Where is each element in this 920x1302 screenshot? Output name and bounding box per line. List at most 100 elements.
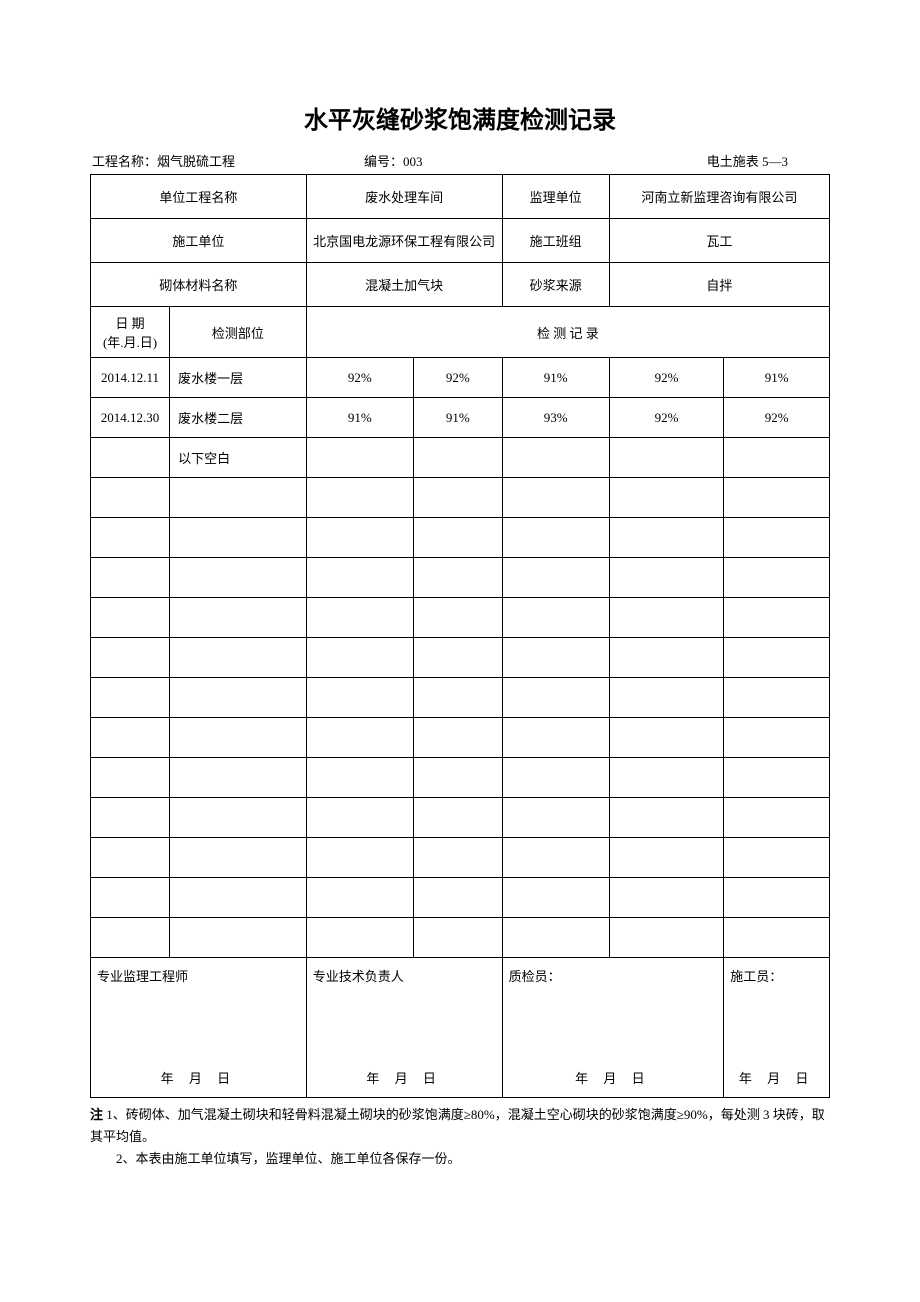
empty-cell (91, 518, 170, 558)
location-cell: 废水楼一层 (170, 358, 307, 398)
empty-cell (170, 838, 307, 878)
empty-cell (306, 758, 413, 798)
value-cell: 92% (609, 398, 724, 438)
empty-cell (413, 478, 502, 518)
empty-cell (413, 878, 502, 918)
empty-cell (91, 758, 170, 798)
empty-cell (413, 558, 502, 598)
value-cell: 92% (306, 358, 413, 398)
col-location: 检测部位 (170, 307, 307, 358)
value-cell (502, 438, 609, 478)
empty-cell (609, 598, 724, 638)
empty-cell (724, 518, 830, 558)
team-label: 施工班组 (502, 219, 609, 263)
sig-date-3: 年 月 日 (509, 1068, 718, 1089)
empty-cell (724, 758, 830, 798)
main-table: 单位工程名称 废水处理车间 监理单位 河南立新监理咨询有限公司 施工单位 北京国… (90, 174, 830, 1098)
table-row (91, 478, 830, 518)
date-cell: 2014.12.30 (91, 398, 170, 438)
table-row (91, 518, 830, 558)
empty-cell (609, 878, 724, 918)
note-1: 1、砖砌体、加气混凝土砌块和轻骨料混凝土砌块的砂浆饱满度≥80%，混凝土空心砌块… (90, 1107, 825, 1144)
table-row (91, 838, 830, 878)
sig-cell-3: 质检员： 年 月 日 (502, 958, 724, 1098)
empty-cell (170, 718, 307, 758)
empty-cell (170, 558, 307, 598)
empty-cell (91, 638, 170, 678)
table-row: 2014.12.30废水楼二层91%91%93%92%92% (91, 398, 830, 438)
empty-cell (502, 638, 609, 678)
empty-cell (724, 918, 830, 958)
value-cell: 92% (609, 358, 724, 398)
empty-cell (306, 838, 413, 878)
value-cell (413, 438, 502, 478)
sig-label-1: 专业监理工程师 (97, 966, 300, 985)
col-date: 日 期 (年.月.日) (91, 307, 170, 358)
empty-cell (170, 678, 307, 718)
number-label: 编号： (364, 154, 403, 169)
header-row-2: 施工单位 北京国电龙源环保工程有限公司 施工班组 瓦工 (91, 219, 830, 263)
empty-cell (609, 758, 724, 798)
value-cell: 91% (306, 398, 413, 438)
value-cell: 92% (413, 358, 502, 398)
empty-cell (413, 838, 502, 878)
empty-cell (724, 558, 830, 598)
empty-cell (609, 638, 724, 678)
sig-date-4: 年 月 日 (730, 1068, 823, 1089)
empty-cell (306, 598, 413, 638)
signature-row: 专业监理工程师 年 月 日 专业技术负责人 年 月 日 质检员： 年 月 日 施… (91, 958, 830, 1098)
empty-cell (413, 718, 502, 758)
value-cell: 91% (413, 398, 502, 438)
empty-cell (724, 798, 830, 838)
construction-unit-value: 北京国电龙源环保工程有限公司 (306, 219, 502, 263)
table-row (91, 598, 830, 638)
empty-cell (170, 758, 307, 798)
header-row-3: 砌体材料名称 混凝土加气块 砂浆来源 自拌 (91, 263, 830, 307)
empty-cell (91, 478, 170, 518)
empty-cell (724, 598, 830, 638)
empty-cell (724, 478, 830, 518)
empty-cell (609, 558, 724, 598)
empty-cell (170, 598, 307, 638)
note-2: 2、本表由施工单位填写，监理单位、施工单位各保存一份。 (90, 1148, 830, 1170)
empty-cell (502, 558, 609, 598)
empty-cell (306, 478, 413, 518)
notes-section: 注 1、砖砌体、加气混凝土砌块和轻骨料混凝土砌块的砂浆饱满度≥80%，混凝土空心… (90, 1104, 830, 1170)
empty-cell (609, 518, 724, 558)
empty-cell (413, 598, 502, 638)
empty-cell (306, 638, 413, 678)
empty-cell (502, 798, 609, 838)
empty-cell (609, 478, 724, 518)
team-value: 瓦工 (609, 219, 829, 263)
material-label: 砌体材料名称 (91, 263, 307, 307)
value-cell (609, 438, 724, 478)
empty-cell (306, 798, 413, 838)
empty-cell (724, 878, 830, 918)
empty-cell (413, 758, 502, 798)
empty-cell (609, 678, 724, 718)
empty-cell (170, 918, 307, 958)
mortar-source-label: 砂浆来源 (502, 263, 609, 307)
empty-cell (502, 718, 609, 758)
sig-label-3: 质检员： (509, 966, 718, 985)
empty-cell (91, 678, 170, 718)
unit-project-label: 单位工程名称 (91, 175, 307, 219)
value-cell: 91% (502, 358, 609, 398)
value-cell: 92% (724, 398, 830, 438)
empty-cell (724, 678, 830, 718)
empty-cell (91, 718, 170, 758)
empty-cell (609, 918, 724, 958)
number-value: 003 (403, 154, 423, 169)
empty-cell (413, 518, 502, 558)
sig-label-4: 施工员： (730, 966, 823, 985)
sig-label-2: 专业技术负责人 (313, 966, 496, 985)
empty-cell (91, 918, 170, 958)
empty-cell (91, 558, 170, 598)
table-row: 2014.12.11废水楼一层92%92%91%92%91% (91, 358, 830, 398)
table-row (91, 758, 830, 798)
empty-cell (413, 918, 502, 958)
date-cell: 2014.12.11 (91, 358, 170, 398)
empty-cell (502, 518, 609, 558)
empty-cell (724, 638, 830, 678)
table-row (91, 798, 830, 838)
